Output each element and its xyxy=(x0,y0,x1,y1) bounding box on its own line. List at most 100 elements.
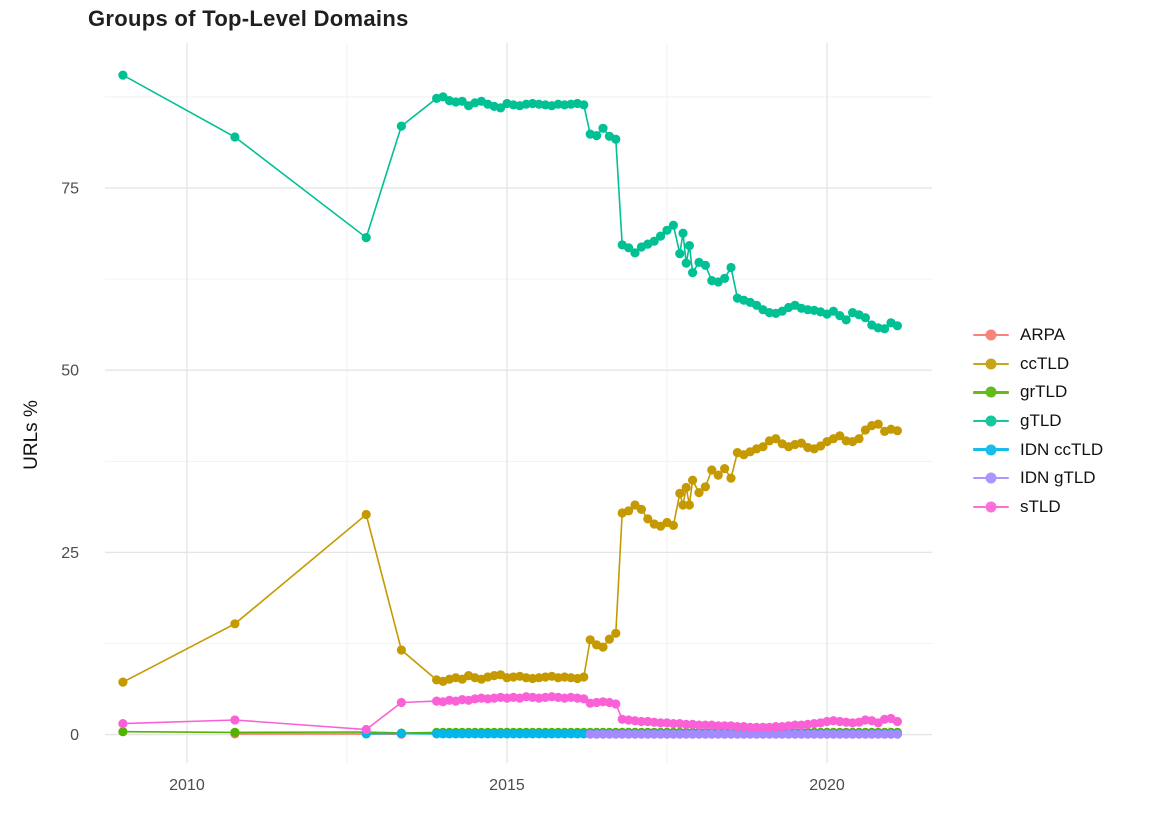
data-point xyxy=(611,699,621,709)
data-point xyxy=(566,729,576,739)
x-axis-tick-label: 2010 xyxy=(169,777,205,794)
legend-key-dot xyxy=(985,358,997,370)
data-point xyxy=(483,729,493,739)
data-point xyxy=(604,729,615,739)
data-point xyxy=(396,697,406,708)
data-point xyxy=(726,729,736,739)
legend-label: gTLD xyxy=(1020,411,1062,431)
data-point xyxy=(636,716,647,727)
legend-label: IDN ccTLD xyxy=(1020,439,1104,459)
legend-key-dot xyxy=(985,386,997,398)
data-point xyxy=(790,720,800,730)
legend-key-dot xyxy=(985,444,997,456)
data-point xyxy=(720,273,730,283)
data-point xyxy=(636,504,647,514)
data-point xyxy=(675,249,685,259)
data-point xyxy=(700,729,711,739)
data-point xyxy=(816,441,826,451)
data-point xyxy=(892,426,903,436)
data-point xyxy=(854,434,864,444)
data-point xyxy=(464,729,474,739)
data-point xyxy=(880,324,890,334)
data-point xyxy=(892,321,903,331)
data-point xyxy=(828,729,839,739)
data-point xyxy=(432,729,442,739)
data-point xyxy=(611,729,621,739)
data-point xyxy=(790,729,800,739)
legend-label: IDN gTLD xyxy=(1020,468,1096,488)
data-point xyxy=(835,729,845,739)
data-point xyxy=(489,729,499,739)
data-point xyxy=(643,729,653,739)
legend-item: IDN ccTLD xyxy=(973,435,1103,464)
data-point xyxy=(758,442,768,452)
data-point xyxy=(828,306,839,316)
data-point xyxy=(688,268,698,278)
data-point xyxy=(521,729,531,739)
data-point xyxy=(630,248,640,258)
data-point xyxy=(476,729,486,739)
legend-label: ccTLD xyxy=(1020,353,1070,373)
data-point xyxy=(502,729,512,739)
data-point xyxy=(451,729,461,739)
data-point xyxy=(230,619,240,629)
data-point xyxy=(528,729,538,739)
data-point xyxy=(848,729,858,739)
legend-label: sTLD xyxy=(1020,496,1061,516)
data-point xyxy=(720,721,730,731)
legend-item: IDN gTLD xyxy=(973,464,1103,493)
data-point xyxy=(745,722,755,732)
data-point xyxy=(713,729,723,739)
data-point xyxy=(678,228,688,238)
data-point xyxy=(841,315,851,325)
data-point xyxy=(892,716,903,727)
data-point xyxy=(771,722,781,732)
data-point xyxy=(684,500,695,510)
data-point xyxy=(739,729,749,739)
legend-label: grTLD xyxy=(1020,382,1068,402)
data-point xyxy=(700,482,711,492)
data-point xyxy=(457,729,467,739)
data-point xyxy=(880,729,890,739)
data-point xyxy=(854,729,864,739)
data-point xyxy=(758,729,768,739)
data-point xyxy=(662,225,672,235)
y-axis-tick-label: 0 xyxy=(70,727,79,744)
data-point xyxy=(617,729,627,739)
legend-label: ARPA xyxy=(1020,325,1066,345)
data-point xyxy=(726,473,736,483)
series-stld xyxy=(118,692,903,735)
data-point xyxy=(803,729,813,739)
legend-item: ccTLD xyxy=(973,350,1103,379)
data-point xyxy=(684,241,695,251)
data-point xyxy=(636,729,647,739)
data-point xyxy=(118,719,128,729)
data-point xyxy=(873,419,883,429)
legend-key-line xyxy=(973,329,1009,341)
data-point xyxy=(713,721,723,731)
legend-key-line xyxy=(973,415,1009,427)
data-point xyxy=(230,727,240,738)
data-point xyxy=(681,258,691,268)
data-point xyxy=(873,729,883,739)
legend-key-line xyxy=(973,444,1009,456)
data-point xyxy=(694,720,704,730)
legend-key-dot xyxy=(985,472,997,484)
data-point xyxy=(675,729,685,739)
series-cctld xyxy=(118,419,903,687)
data-point xyxy=(457,96,467,106)
data-point xyxy=(649,236,659,246)
data-point xyxy=(560,729,570,739)
data-point xyxy=(668,220,679,230)
data-point xyxy=(675,488,685,498)
data-point xyxy=(649,729,659,739)
data-point xyxy=(668,520,679,531)
data-point xyxy=(444,729,454,739)
data-point xyxy=(777,729,787,739)
data-point xyxy=(758,722,768,732)
legend: ARPA ccTLD grTLD gTLD IDN ccTLD IDN gTLD sTLD xyxy=(973,321,1103,521)
data-point xyxy=(118,677,128,687)
data-point xyxy=(598,729,608,739)
data-point xyxy=(752,729,762,739)
